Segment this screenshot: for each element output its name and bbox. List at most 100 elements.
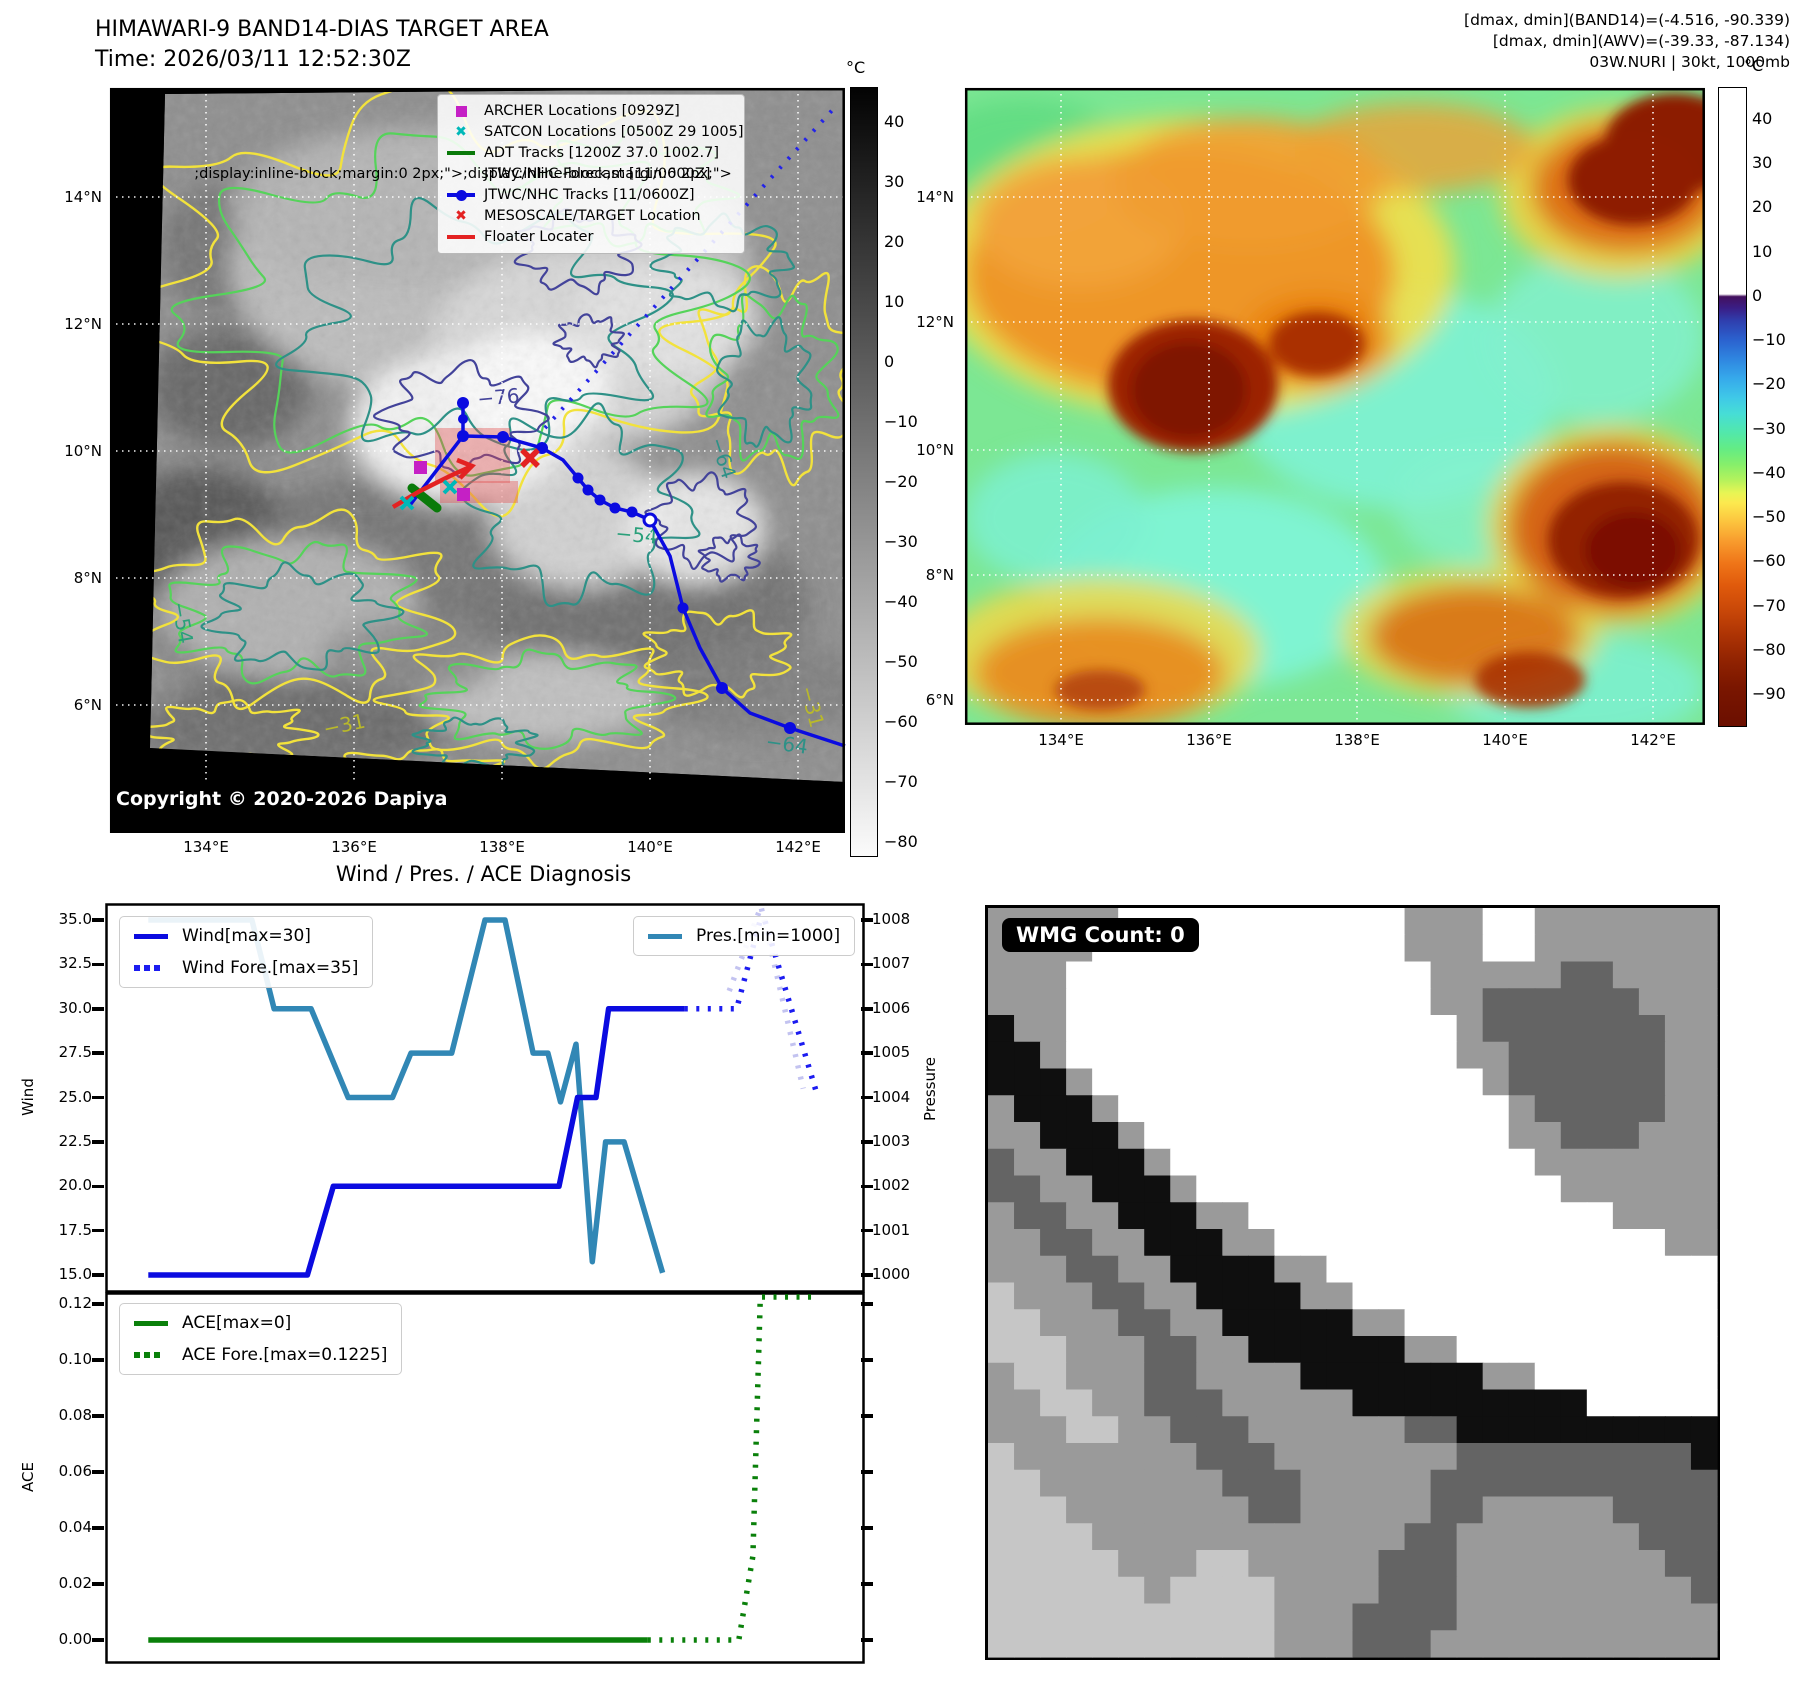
wmg-cell (988, 1095, 1015, 1123)
wmg-cell (1534, 1576, 1562, 1605)
band14-colorbar-tick: 0 (884, 352, 895, 371)
wmg-cell (1560, 1336, 1588, 1364)
wmg-cell (1066, 1496, 1093, 1524)
wmg-cell (1638, 1148, 1666, 1177)
axis-tick (861, 1184, 873, 1188)
wmg-cell (1690, 1068, 1718, 1096)
wmg-cell (1612, 1630, 1640, 1658)
wmg-cell (1248, 1175, 1275, 1203)
wmg-cell (1482, 1362, 1510, 1391)
awv-ytick: 6°N (925, 691, 954, 709)
wmg-cell (1040, 1175, 1067, 1203)
wmg-cell (1508, 1496, 1536, 1524)
wmg-cell (1690, 1282, 1718, 1310)
wmg-cell (1248, 1309, 1275, 1337)
wmg-cell (1118, 1603, 1145, 1631)
wmg-cell (1014, 961, 1041, 989)
wmg-cell (1170, 1015, 1197, 1043)
wmg-cell (1352, 1148, 1380, 1177)
axis-tick (92, 1140, 104, 1144)
wmg-cell (1170, 1550, 1197, 1578)
awv-colorbar-tick: −20 (1752, 374, 1786, 393)
wmg-cell (1586, 1576, 1614, 1605)
wmg-cell (1222, 1015, 1249, 1043)
wmg-cell (1404, 1630, 1432, 1658)
wmg-cell (1664, 1041, 1692, 1070)
wmg-cell (1352, 1469, 1380, 1498)
wmg-cell (1274, 1068, 1302, 1096)
pressure-ytick-label: 1003 (872, 1131, 911, 1150)
wmg-cell (1378, 1175, 1406, 1203)
wmg-cell (1352, 1041, 1380, 1070)
wmg-cell (1430, 1336, 1458, 1364)
wmg-cell (1196, 1443, 1223, 1471)
wmg-cell (1352, 1550, 1380, 1578)
wmg-cell (1222, 1336, 1249, 1364)
wmg-cell (1092, 1523, 1119, 1551)
wmg-cell (1586, 908, 1614, 936)
wmg-cell (1404, 1496, 1432, 1524)
wmg-cell (1534, 1416, 1562, 1444)
wmg-cell (1274, 1603, 1302, 1631)
wmg-cell (1638, 934, 1666, 963)
wind-ytick-label: 22.5 (58, 1131, 92, 1150)
wmg-cell (1170, 1496, 1197, 1524)
wmg-cell (1586, 1229, 1614, 1257)
wmg-cell (1326, 1576, 1354, 1605)
wmg-cell (1456, 1041, 1484, 1070)
wmg-cell (1404, 1550, 1432, 1578)
awv-colorbar-tick: 30 (1752, 153, 1773, 172)
awv-xtick: 136°E (1186, 731, 1232, 749)
wmg-cell (1222, 934, 1249, 963)
wmg-cell (1456, 1309, 1484, 1337)
wmg-cell (1690, 988, 1718, 1016)
wmg-cell (1248, 1550, 1275, 1578)
wmg-cell (1404, 1148, 1432, 1177)
contour-line (372, 634, 709, 770)
wmg-cell (1014, 1095, 1041, 1123)
wmg-cell (1690, 1496, 1718, 1524)
wmg-cell (1430, 1469, 1458, 1498)
band14-title: HIMAWARI-9 BAND14-DIAS TARGET AREA (95, 17, 549, 42)
wind-ytick-label: 35.0 (58, 910, 92, 928)
wmg-cell (1300, 988, 1328, 1016)
axis-tick (861, 1414, 873, 1418)
wmg-cell (1586, 1095, 1614, 1123)
wmg-cell (1404, 1576, 1432, 1605)
wmg-cell (1482, 961, 1510, 989)
wmg-cell (1222, 988, 1249, 1016)
wmg-cell (1560, 1095, 1588, 1123)
wmg-cell (988, 1015, 1015, 1043)
wmg-cell (1300, 1550, 1328, 1578)
wmg-cell (1482, 1576, 1510, 1605)
wmg-cell (1534, 1362, 1562, 1391)
wmg-cell (1014, 1603, 1041, 1631)
wmg-cell (1092, 1496, 1119, 1524)
wmg-cell (1612, 1496, 1640, 1524)
wmg-cell (1066, 1443, 1093, 1471)
wmg-cell (1612, 1175, 1640, 1203)
wmg-cell (1508, 1229, 1536, 1257)
wmg-cell (1586, 1175, 1614, 1203)
wmg-cell (988, 1576, 1015, 1605)
wmg-cell (1560, 1255, 1588, 1284)
wmg-cell (1378, 1015, 1406, 1043)
wmg-cell (1664, 1389, 1692, 1417)
wmg-cell (1560, 1443, 1588, 1471)
wmg-cell (1404, 1389, 1432, 1417)
wmg-cell (1560, 1389, 1588, 1417)
wmg-cell (1534, 1309, 1562, 1337)
wmg-cell (1534, 1523, 1562, 1551)
wmg-cell (1352, 1309, 1380, 1337)
wmg-cell (1378, 934, 1406, 963)
awv-colorbar-tick: −10 (1752, 330, 1786, 349)
wmg-cell (1378, 1122, 1406, 1150)
wmg-cell (1040, 1202, 1067, 1230)
wmg-cell (1690, 908, 1718, 936)
wmg-cell (1586, 1603, 1614, 1631)
axis-tick (92, 1007, 104, 1011)
contour-line (705, 292, 840, 462)
wmg-cell (1482, 988, 1510, 1016)
wmg-cell (1508, 1175, 1536, 1203)
wmg-cell (1196, 1148, 1223, 1177)
